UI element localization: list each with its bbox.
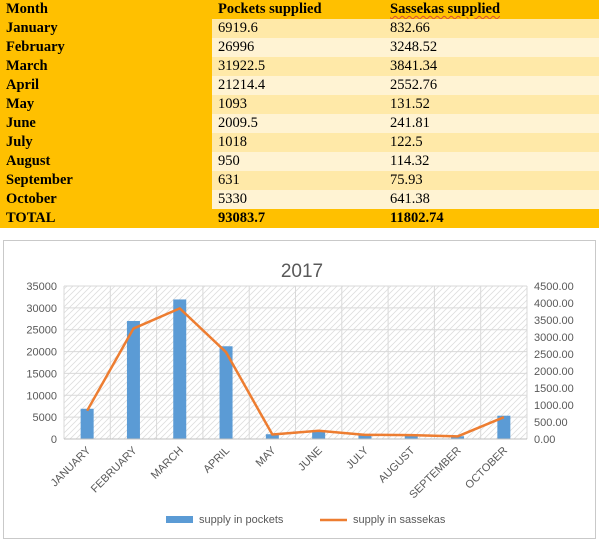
y-right-tick-label: 3000.00	[534, 332, 574, 344]
bar-pockets-june	[312, 430, 326, 439]
legend-label-sassekas: supply in sassekas	[353, 514, 446, 526]
x-tick-label: AUGUST	[376, 444, 417, 485]
sassekas-cell: 3248.52	[384, 38, 599, 57]
month-cell: January	[0, 19, 212, 38]
month-cell: May	[0, 95, 212, 114]
bar-pockets-april	[219, 346, 233, 439]
x-tick-label: MAY	[254, 444, 279, 469]
table-row: October 5330 641.38	[0, 190, 599, 209]
total-label: TOTAL	[0, 209, 212, 228]
bar-pockets-july	[358, 434, 372, 439]
pockets-cell: 2009.5	[212, 114, 384, 133]
chart-title: 2017	[281, 261, 323, 282]
table-row: August 950 114.32	[0, 152, 599, 171]
bar-pockets-january	[80, 408, 94, 439]
pockets-cell: 6919.6	[212, 19, 384, 38]
month-cell: April	[0, 76, 212, 95]
header-sassekas-label: Sassekas supplied	[390, 1, 501, 17]
y-left-tick-label: 15000	[26, 368, 57, 380]
table-row: March 31922.5 3841.34	[0, 57, 599, 76]
month-cell: July	[0, 133, 212, 152]
pockets-cell: 26996	[212, 38, 384, 57]
legend-swatch-pockets	[166, 516, 193, 523]
y-right-tick-label: 4500.00	[534, 281, 574, 293]
bar-pockets-february	[126, 320, 140, 439]
x-tick-label: JULY	[344, 444, 371, 471]
y-left-tick-label: 35000	[26, 281, 57, 293]
x-tick-label: MARCH	[149, 445, 186, 482]
pockets-cell: 631	[212, 171, 384, 190]
pockets-cell: 1093	[212, 95, 384, 114]
sassekas-cell: 241.81	[384, 114, 599, 133]
x-tick-label: OCTOBER	[463, 445, 510, 492]
pockets-cell: 31922.5	[212, 57, 384, 76]
table-header-row: Month Pockets supplied Sassekas supplied	[0, 0, 599, 19]
pockets-cell: 21214.4	[212, 76, 384, 95]
sassekas-cell: 114.32	[384, 152, 599, 171]
bar-pockets-august	[404, 434, 418, 439]
bar-pockets-march	[173, 299, 187, 439]
x-tick-label: JUNE	[296, 445, 325, 474]
y-left-tick-label: 10000	[26, 390, 57, 402]
supply-table: Month Pockets supplied Sassekas supplied…	[0, 0, 599, 228]
line-sassekas	[86, 307, 505, 438]
y-right-tick-label: 1000.00	[534, 400, 574, 412]
y-right-tick-label: 1500.00	[534, 383, 574, 395]
y-right-tick-label: 0.00	[534, 434, 555, 446]
y-left-tick-label: 0	[51, 434, 57, 446]
table-row: April 21214.4 2552.76	[0, 76, 599, 95]
y-left-tick-label: 20000	[26, 347, 57, 359]
x-tick-label: FEBRUARY	[89, 444, 140, 495]
y-left-tick-label: 5000	[33, 412, 57, 424]
total-row: TOTAL 93083.7 11802.74	[0, 209, 599, 228]
sassekas-cell: 122.5	[384, 133, 599, 152]
sassekas-cell: 3841.34	[384, 57, 599, 76]
y-left-tick-label: 30000	[26, 303, 57, 315]
pockets-cell: 1018	[212, 133, 384, 152]
table-row: January 6919.6 832.66	[0, 19, 599, 38]
month-cell: June	[0, 114, 212, 133]
x-tick-label: APRIL	[201, 445, 232, 476]
table-row: February 26996 3248.52	[0, 38, 599, 57]
combo-chart: 0 5000 10000 15000 20000 25000 30000 35000 0.00 5…	[26, 261, 574, 526]
table-row: June 2009.5 241.81	[0, 114, 599, 133]
total-sassekas: 11802.74	[384, 209, 599, 228]
table-row: May 1093 131.52	[0, 95, 599, 114]
month-cell: October	[0, 190, 212, 209]
sassekas-cell: 2552.76	[384, 76, 599, 95]
bar-pockets-october	[497, 415, 511, 439]
table-row: July 1018 122.5	[0, 133, 599, 152]
bar-pockets-may	[265, 434, 279, 439]
sassekas-cell: 832.66	[384, 19, 599, 38]
pockets-cell: 950	[212, 152, 384, 171]
month-cell: February	[0, 38, 212, 57]
header-pockets: Pockets supplied	[212, 0, 384, 19]
x-tick-label: JANUARY	[49, 444, 94, 489]
sassekas-cell: 75.93	[384, 171, 599, 190]
month-cell: September	[0, 171, 212, 190]
y-right-tick-label: 2500.00	[534, 349, 574, 361]
y-right-tick-label: 4000.00	[534, 298, 574, 310]
legend-label-pockets: supply in pockets	[199, 514, 284, 526]
pockets-cell: 5330	[212, 190, 384, 209]
y-right-tick-label: 2000.00	[534, 366, 574, 378]
y-right-tick-label: 3500.00	[534, 315, 574, 327]
sassekas-cell: 641.38	[384, 190, 599, 209]
month-cell: March	[0, 57, 212, 76]
y-right-tick-label: 500.00	[534, 417, 568, 429]
chart-area: 0 5000 10000 15000 20000 25000 30000 35000 0.00 5…	[3, 240, 596, 539]
total-pockets: 93083.7	[212, 209, 384, 228]
header-month: Month	[0, 0, 212, 19]
y-left-tick-label: 25000	[26, 325, 57, 337]
month-cell: August	[0, 152, 212, 171]
sassekas-cell: 131.52	[384, 95, 599, 114]
header-sassekas: Sassekas supplied	[384, 0, 599, 19]
table-row: September 631 75.93	[0, 171, 599, 190]
